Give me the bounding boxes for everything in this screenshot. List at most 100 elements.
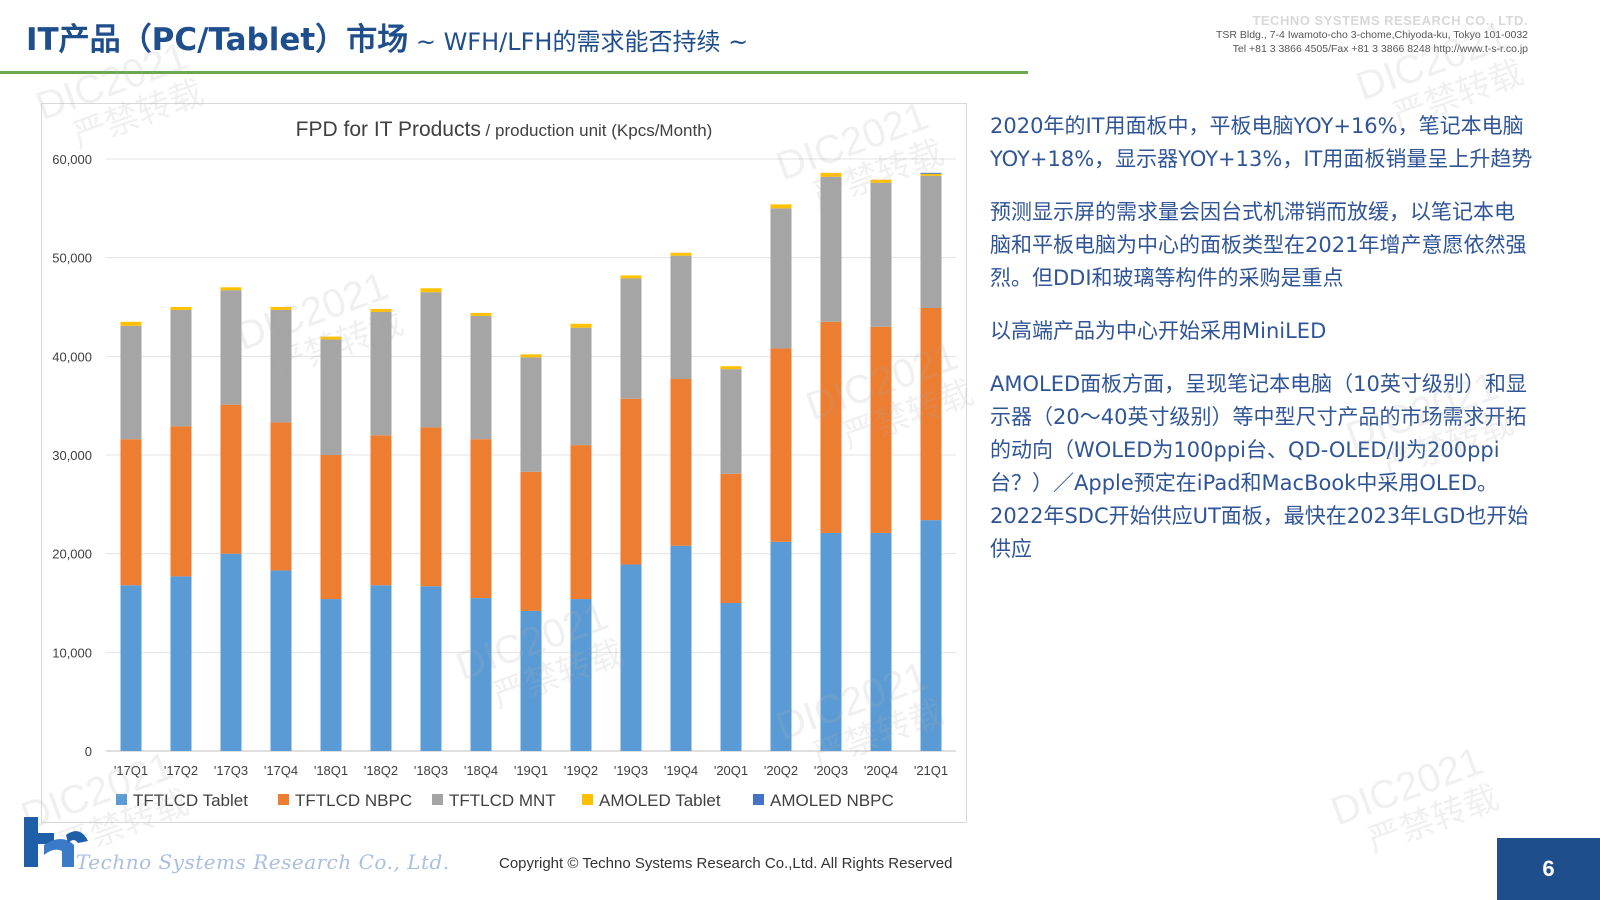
legend-swatch bbox=[116, 794, 127, 805]
x-tick-label: '18Q2 bbox=[364, 763, 398, 778]
commentary-paragraph: 预测显示屏的需求量会因台式机滞销而放缓，以笔记本电脑和平板电脑为中心的面板类型在… bbox=[990, 200, 1527, 290]
bar-segment-tftlcd-tablet bbox=[420, 586, 442, 751]
bar-segment-tftlcd-mnt bbox=[670, 255, 692, 380]
axes: 0 10,000 20,000 30,000 40,000 50,000 60,000 '17… bbox=[52, 152, 948, 778]
bar-segment-tftlcd-nbpc bbox=[170, 426, 192, 577]
slide-title-sub: ~ WFH/LFH的需求能否持续 ~ bbox=[408, 28, 749, 56]
title-divider bbox=[0, 71, 1028, 74]
legend-item: TFTLCD MNT bbox=[432, 791, 556, 810]
commentary-paragraph: AMOLED面板方面，呈现笔记本电脑（10英寸级别）和显示器（20～40英寸级别… bbox=[990, 372, 1529, 561]
bar-segment-tftlcd-nbpc bbox=[620, 398, 642, 565]
bars bbox=[120, 172, 942, 751]
bar-segment-amoled-tablet bbox=[220, 287, 242, 291]
bar-segment-tftlcd-mnt bbox=[620, 278, 642, 399]
bar-segment-tftlcd-mnt bbox=[520, 357, 542, 472]
legend-item: TFTLCD NBPC bbox=[278, 791, 412, 810]
bar-segment-tftlcd-mnt bbox=[770, 208, 792, 349]
bar-segment-tftlcd-nbpc bbox=[520, 471, 542, 611]
bar-segment-tftlcd-tablet bbox=[320, 599, 342, 751]
bar-segment-tftlcd-nbpc bbox=[220, 404, 242, 554]
chart-title: FPD for IT Products / production unit (K… bbox=[296, 118, 713, 141]
commentary-panel: 2020年的IT用面板中，平板电脑YOY+16%，笔记本电脑YOY+18%，显示… bbox=[990, 110, 1535, 586]
x-tick-label: '17Q3 bbox=[214, 763, 248, 778]
stacked-bar-chart: 0 10,000 20,000 30,000 40,000 50,000 60,000 '17… bbox=[52, 118, 956, 810]
legend-label: AMOLED NBPC bbox=[770, 791, 894, 810]
bar-segment-tftlcd-tablet bbox=[520, 610, 542, 751]
y-tick-label: 10,000 bbox=[52, 645, 92, 660]
legend-swatch bbox=[582, 794, 593, 805]
bar-segment-tftlcd-mnt bbox=[870, 182, 892, 327]
bar-segment-tftlcd-nbpc bbox=[670, 379, 692, 546]
page-number: 6 bbox=[1497, 838, 1600, 900]
bar-segment-amoled-tablet bbox=[270, 307, 292, 310]
commentary-paragraph: 以高端产品为中心开始采用MiniLED bbox=[990, 319, 1327, 343]
legend-label: AMOLED Tablet bbox=[599, 791, 721, 810]
bar-segment-tftlcd-tablet bbox=[470, 598, 492, 751]
x-tick-label: '19Q4 bbox=[664, 763, 698, 778]
bar-segment-amoled-tablet bbox=[570, 323, 592, 328]
x-tick-label: '20Q1 bbox=[714, 763, 748, 778]
bar-segment-tftlcd-tablet bbox=[920, 520, 942, 751]
copyright-notice: Copyright © Techno Systems Research Co.,… bbox=[499, 855, 953, 872]
bar-segment-tftlcd-mnt bbox=[920, 175, 942, 308]
y-tick-label: 60,000 bbox=[52, 152, 92, 167]
bar-segment-tftlcd-mnt bbox=[220, 290, 242, 405]
bar-segment-tftlcd-nbpc bbox=[470, 439, 492, 599]
bar-segment-amoled-tablet bbox=[320, 336, 342, 340]
legend: TFTLCD Tablet TFTLCD NBPC TFTLCD MNT AMOLED… bbox=[116, 791, 894, 810]
bar-segment-amoled-tablet bbox=[170, 307, 192, 310]
bar-segment-amoled-tablet bbox=[870, 179, 892, 183]
bar-segment-tftlcd-tablet bbox=[220, 553, 242, 751]
x-tick-label: '18Q3 bbox=[414, 763, 448, 778]
x-tick-label: '20Q3 bbox=[814, 763, 848, 778]
slide-title-main: IT产品（PC/Tablet）市场 bbox=[26, 22, 409, 58]
bar-segment-amoled-tablet bbox=[920, 173, 942, 176]
y-tick-label: 0 bbox=[85, 744, 92, 759]
company-contact: Tel +81 3 3866 4505/Fax +81 3 3866 8248 … bbox=[1232, 43, 1528, 55]
bar-segment-tftlcd-tablet bbox=[620, 564, 642, 751]
bar-segment-tftlcd-tablet bbox=[170, 576, 192, 751]
x-tick-label: '20Q4 bbox=[864, 763, 898, 778]
bar-segment-amoled-tablet bbox=[470, 312, 492, 316]
bar-segment-tftlcd-nbpc bbox=[720, 473, 742, 603]
bar-segment-tftlcd-tablet bbox=[720, 603, 742, 751]
chart-container: 0 10,000 20,000 30,000 40,000 50,000 60,000 '17… bbox=[41, 103, 967, 823]
bar-segment-tftlcd-tablet bbox=[670, 545, 692, 751]
chart-title-sub: / production unit (Kpcs/Month) bbox=[481, 121, 713, 140]
legend-label: TFTLCD NBPC bbox=[295, 791, 412, 810]
bar-segment-tftlcd-mnt bbox=[270, 309, 292, 423]
bar-segment-tftlcd-nbpc bbox=[320, 455, 342, 600]
bar-segment-tftlcd-nbpc bbox=[570, 445, 592, 600]
legend-item: AMOLED Tablet bbox=[582, 791, 721, 810]
x-tick-label: '18Q1 bbox=[314, 763, 348, 778]
y-tick-label: 40,000 bbox=[52, 349, 92, 364]
bar-segment-tftlcd-mnt bbox=[370, 311, 392, 436]
company-address: TSR Bldg., 7-4 Iwamoto-cho 3-chome,Chiyo… bbox=[1215, 29, 1528, 41]
company-info: TECHNO SYSTEMS RESEARCH CO., LTD. TSR Bl… bbox=[1216, 14, 1528, 56]
chart-title-main: FPD for IT Products bbox=[296, 118, 481, 141]
legend-swatch bbox=[432, 794, 443, 805]
bar-segment-tftlcd-mnt bbox=[170, 309, 192, 427]
bar-segment-tftlcd-mnt bbox=[470, 315, 492, 440]
bar-segment-tftlcd-mnt bbox=[420, 292, 442, 428]
bar-segment-amoled-tablet bbox=[820, 172, 842, 177]
tsr-logo-icon bbox=[24, 817, 88, 867]
x-tick-label: '17Q1 bbox=[114, 763, 148, 778]
bar-segment-tftlcd-tablet bbox=[820, 532, 842, 751]
bar-segment-tftlcd-nbpc bbox=[370, 435, 392, 586]
bar-segment-amoled-tablet bbox=[670, 252, 692, 256]
bar-segment-tftlcd-tablet bbox=[270, 570, 292, 751]
bar-segment-tftlcd-nbpc bbox=[120, 439, 142, 586]
y-tick-label: 30,000 bbox=[52, 448, 92, 463]
bar-segment-amoled-tablet bbox=[370, 308, 392, 312]
x-tick-label: '19Q2 bbox=[564, 763, 598, 778]
bar-segment-tftlcd-nbpc bbox=[820, 321, 842, 533]
y-tick-label: 20,000 bbox=[52, 547, 92, 562]
x-tick-label: '19Q3 bbox=[614, 763, 648, 778]
legend-swatch bbox=[278, 794, 289, 805]
legend-item: AMOLED NBPC bbox=[753, 791, 894, 810]
bar-segment-tftlcd-mnt bbox=[820, 176, 842, 322]
x-tick-label: '19Q1 bbox=[514, 763, 548, 778]
x-tick-label: '17Q4 bbox=[264, 763, 298, 778]
